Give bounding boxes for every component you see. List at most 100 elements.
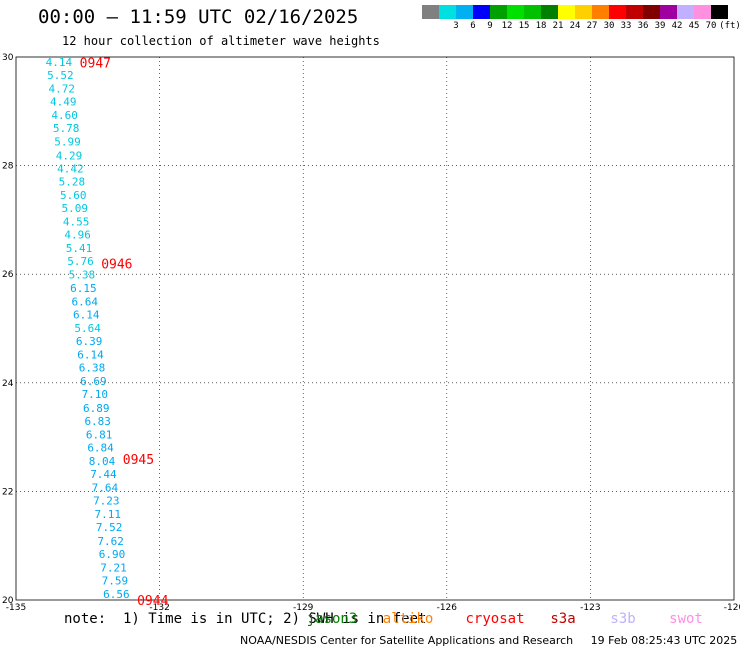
- wave-height-label: 5.09: [61, 202, 87, 215]
- wave-height-label: 7.52: [96, 521, 123, 534]
- satellite-legend-item: s3b: [610, 611, 636, 627]
- x-tick-label: -123: [580, 603, 600, 613]
- legend-swatch: [439, 5, 456, 19]
- legend-label: 9: [487, 21, 493, 31]
- wave-height-label: 6.89: [83, 402, 110, 415]
- satellite-legend-item: cryosat: [465, 611, 525, 627]
- y-tick-label: 24: [2, 379, 14, 389]
- x-tick-label: -129: [293, 603, 314, 613]
- wave-height-label: 4.72: [49, 82, 76, 95]
- x-tick-label: -135: [6, 603, 26, 613]
- wave-height-label: 5.78: [53, 122, 79, 135]
- y-tick-label: 22: [2, 487, 13, 497]
- legend-labels: 3 6 9 12 15 18 21 24 27 30 33 36 39 42 45 70 (ft): [422, 19, 740, 33]
- wave-height-label: 7.62: [97, 535, 124, 548]
- legend-swatch: [558, 5, 575, 19]
- legend-swatch: [660, 5, 677, 19]
- legend-label: 3: [453, 21, 459, 31]
- pass-time-label: 0947: [80, 56, 111, 71]
- y-tick-label: 20: [2, 596, 14, 606]
- wave-height-label: 7.23: [93, 495, 120, 508]
- x-tick-label: -126: [437, 603, 458, 613]
- wave-height-label: 4.14: [46, 56, 73, 69]
- legend-unit: (ft): [719, 21, 740, 31]
- legend-label: 42: [671, 21, 683, 31]
- wave-height-label: 7.10: [82, 388, 109, 401]
- wave-height-label: 5.99: [54, 136, 81, 149]
- wave-height-label: 5.52: [47, 69, 74, 82]
- pass-time-label: 0944: [137, 594, 168, 609]
- satellite-legend-item: altiko: [382, 611, 434, 627]
- legend-swatches: [422, 5, 740, 19]
- legend-label: 30: [603, 21, 615, 31]
- wave-height-label: 6.15: [70, 282, 97, 295]
- legend-swatch: [541, 5, 558, 19]
- wave-height-label: 6.64: [72, 295, 99, 308]
- wave-height-label: 6.84: [87, 441, 114, 454]
- wave-height-label: 4.29: [56, 149, 83, 162]
- axis-ticks: -135 -132 -129 -126 -123 -120 20 22 24 26 28 30: [2, 53, 740, 613]
- footer-note: note: 1) Time is in UTC; 2) SWH is in fe…: [64, 611, 427, 627]
- legend-swatch: [626, 5, 643, 19]
- wave-height-label: 4.55: [63, 216, 90, 229]
- y-tick-label: 30: [2, 53, 14, 63]
- chart-title: 00:00 – 11:59 UTC 02/16/2025: [38, 6, 359, 28]
- wave-height-label: 6.14: [77, 349, 104, 362]
- legend-label: 33: [620, 21, 632, 31]
- legend-swatch: [490, 5, 507, 19]
- legend-swatch: [456, 5, 473, 19]
- wave-height-label: 4.49: [50, 96, 77, 109]
- pass-time-label: 0946: [101, 257, 132, 272]
- grid-lines: [16, 57, 734, 600]
- wave-height-label: 5.64: [74, 322, 101, 335]
- plot-frame: [15, 56, 735, 601]
- legend-label: 27: [586, 21, 598, 31]
- legend-swatch: [643, 5, 660, 19]
- satellite-legend-item: s3a: [550, 611, 576, 627]
- wave-height-label: 6.69: [80, 375, 107, 388]
- wave-height-label: 4.96: [64, 229, 91, 242]
- credit-line: NOAA/NESDIS Center for Satellite Applica…: [240, 634, 738, 647]
- legend-swatch: [524, 5, 541, 19]
- satellite-legend-item: swot: [669, 611, 703, 627]
- legend-swatch: [609, 5, 626, 19]
- legend-label: 18: [535, 21, 547, 31]
- wave-height-label: 7.11: [95, 508, 122, 521]
- legend-label: 36: [637, 21, 649, 31]
- wave-height-label: 5.41: [66, 242, 93, 255]
- legend-swatch: [694, 5, 711, 19]
- y-tick-label: 28: [2, 162, 14, 172]
- wave-height-label: 6.38: [79, 362, 106, 375]
- data-marks: 4.145.524.724.494.605.785.994.294.425.28…: [46, 56, 169, 609]
- wave-height-label: 6.56: [103, 588, 130, 601]
- legend-label: 45: [688, 21, 700, 31]
- wave-height-label: 6.14: [73, 308, 100, 321]
- legend-swatch: [677, 5, 694, 19]
- wave-height-label: 7.64: [92, 482, 119, 495]
- wave-height-label: 5.76: [67, 255, 94, 268]
- wave-height-label: 6.81: [86, 428, 113, 441]
- legend-swatch: [422, 5, 439, 19]
- legend-label: 24: [569, 21, 581, 31]
- wave-height-label: 7.21: [100, 561, 127, 574]
- legend-label: 39: [654, 21, 666, 31]
- x-tick-label: -132: [149, 603, 169, 613]
- legend-label: 21: [552, 21, 564, 31]
- satellite-legend-item: jason3: [306, 611, 358, 627]
- legend-label: 6: [470, 21, 476, 31]
- wave-height-label: 6.83: [84, 415, 111, 428]
- x-tick-label: -120: [724, 603, 740, 613]
- wave-height-label: 5.38: [69, 269, 96, 282]
- pass-time-label: 0945: [123, 453, 154, 468]
- wave-height-label: 6.39: [76, 335, 103, 348]
- legend-label: 15: [518, 21, 530, 31]
- wave-height-label: 8.04: [89, 455, 116, 468]
- legend-swatch: [711, 5, 728, 19]
- legend-label: 70: [705, 21, 717, 31]
- chart-subtitle: 12 hour collection of altimeter wave hei…: [62, 34, 380, 48]
- wave-height-label: 4.60: [51, 109, 78, 122]
- wave-height-label: 7.44: [90, 468, 117, 481]
- wave-height-label: 7.59: [102, 574, 129, 587]
- plot-border: [15, 56, 735, 601]
